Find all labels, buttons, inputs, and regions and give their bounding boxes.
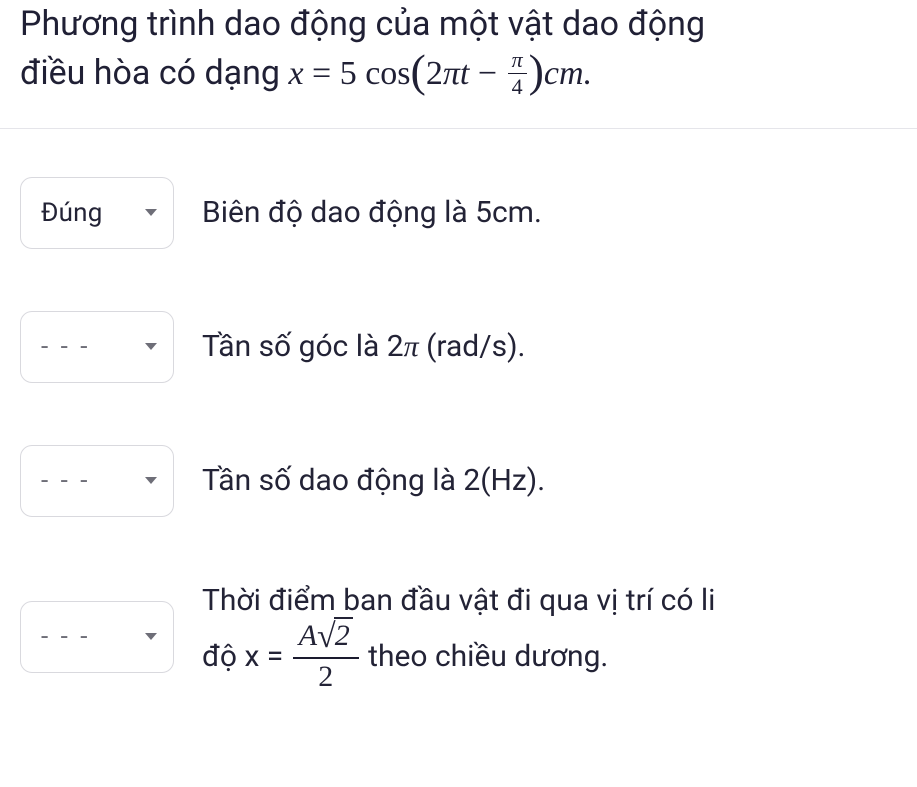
- s2-slash: /: [479, 329, 491, 364]
- question-line-1: Phương trình dao động của một vật dao độ…: [20, 4, 705, 44]
- s4-frac: A22: [293, 620, 359, 692]
- eq-omega-coeff: 2: [426, 55, 443, 92]
- s4-radicand: 2: [334, 617, 353, 652]
- chevron-down-icon: [145, 633, 157, 640]
- s3-pre: Tần số dao động là: [202, 463, 463, 498]
- dropdown-label: Đúng: [41, 198, 103, 228]
- eq-minus: −: [469, 55, 505, 92]
- statement-3: Tần số dao động là 2(Hz).: [202, 459, 897, 503]
- s3-hz: Hz: [491, 463, 527, 498]
- answer-dropdown-4[interactable]: - - -: [20, 601, 174, 673]
- eq-amp: 5: [340, 55, 357, 92]
- question-line-2-prefix: điều hòa có dạng: [20, 53, 288, 93]
- eq-close-paren: ): [529, 45, 544, 96]
- s4-sqrt: 2: [317, 620, 353, 654]
- eq-pi: π: [443, 55, 460, 92]
- eq-lhs: x: [288, 55, 303, 92]
- dropdown-label: - - -: [41, 466, 90, 496]
- answer-dropdown-2[interactable]: - - -: [20, 311, 174, 383]
- answer-dropdown-3[interactable]: - - -: [20, 445, 174, 517]
- eq-func: cos: [357, 55, 411, 92]
- s4-A: A: [299, 619, 317, 652]
- question-block: Phương trình dao động của một vật dao độ…: [0, 0, 917, 128]
- s2-s: s: [492, 329, 507, 364]
- quiz-page: Phương trình dao động của một vật dao độ…: [0, 0, 917, 787]
- chevron-down-icon: [145, 209, 157, 216]
- statement-1-text: Biên độ dao động là 5cm.: [202, 195, 542, 230]
- dropdown-label: - - -: [41, 332, 90, 362]
- s4-frac-den: 2: [293, 659, 359, 692]
- eq-unit: cm.: [544, 55, 592, 92]
- statement-4: Thời điểm ban đầu vật đi qua vị trí có l…: [202, 579, 897, 695]
- s4-pre2: độ x =: [202, 639, 291, 674]
- s2-close: ).: [507, 329, 525, 364]
- eq-open-paren: (: [411, 45, 426, 96]
- options-list: Đúng Biên độ dao động là 5cm. - - - Tần …: [0, 129, 917, 695]
- chevron-down-icon: [145, 343, 157, 350]
- option-row-3: - - - Tần số dao động là 2(Hz).: [20, 445, 897, 517]
- s2-pi: π: [404, 330, 419, 363]
- s3-close: ).: [527, 463, 545, 498]
- s4-post2: theo chiều dương.: [361, 639, 609, 674]
- s3-open: (: [480, 463, 490, 498]
- s2-open: (: [419, 329, 437, 364]
- s3-val: 2: [463, 463, 480, 498]
- s2-rad: rad: [436, 329, 479, 364]
- eq-phase-frac: π4: [508, 49, 527, 98]
- eq-phase-den: 4: [508, 74, 527, 98]
- s4-frac-num: A2: [293, 620, 359, 659]
- answer-dropdown-1[interactable]: Đúng: [20, 177, 174, 249]
- statement-1: Biên độ dao động là 5cm.: [202, 191, 897, 235]
- statement-2: Tần số góc là 2π (rad/s).: [202, 325, 897, 369]
- eq-equals: =: [304, 55, 340, 92]
- question-text: Phương trình dao động của một vật dao độ…: [20, 0, 897, 100]
- eq-phase-num: π: [508, 49, 527, 74]
- chevron-down-icon: [145, 477, 157, 484]
- eq-t: t: [460, 55, 469, 92]
- dropdown-label: - - -: [41, 622, 90, 652]
- option-row-2: - - - Tần số góc là 2π (rad/s).: [20, 311, 897, 383]
- option-row-4: - - - Thời điểm ban đầu vật đi qua vị tr…: [20, 579, 897, 695]
- option-row-1: Đúng Biên độ dao động là 5cm.: [20, 177, 897, 249]
- s4-line1: Thời điểm ban đầu vật đi qua vị trí có l…: [202, 583, 715, 618]
- s2-pre: Tần số góc là 2: [202, 329, 404, 364]
